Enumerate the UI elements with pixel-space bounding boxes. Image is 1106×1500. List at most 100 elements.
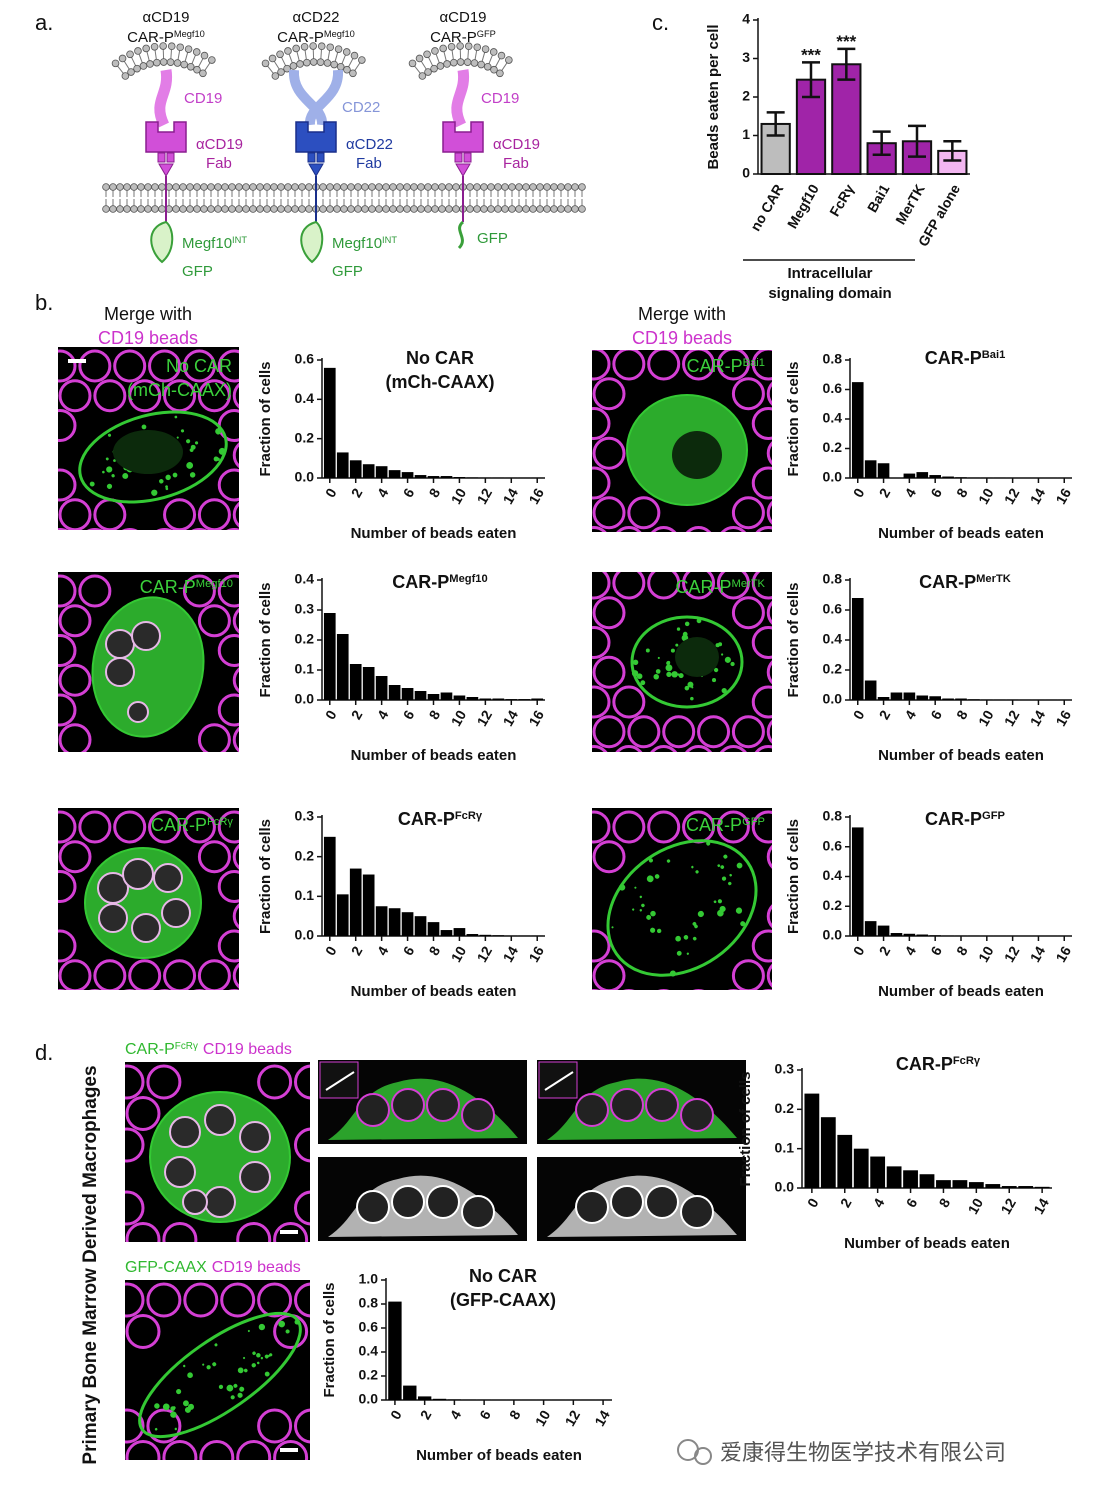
lipid-head xyxy=(410,205,418,213)
cell-texture xyxy=(243,1356,246,1360)
bead xyxy=(182,349,216,383)
cell-texture xyxy=(107,433,112,437)
bead xyxy=(650,745,678,752)
y-tick-label: 0.2 xyxy=(775,1100,795,1116)
bead xyxy=(612,685,646,719)
cell-texture xyxy=(186,439,191,444)
x-tick-label: 2 xyxy=(837,1195,855,1210)
y-tick-label: 0.6 xyxy=(359,1319,379,1335)
lipid-head xyxy=(158,183,166,191)
x-tick-label: 12 xyxy=(1001,485,1023,507)
lipid-head xyxy=(316,58,325,66)
lipid-head xyxy=(557,183,565,191)
x-tick-label: 8 xyxy=(935,1195,953,1210)
cell-texture xyxy=(106,466,113,473)
lipid-head xyxy=(319,183,327,191)
lipid-head xyxy=(438,205,446,213)
cell-texture xyxy=(226,1384,234,1392)
bead xyxy=(592,745,608,752)
bar xyxy=(336,634,349,700)
bead xyxy=(627,715,661,749)
eaten-bead xyxy=(182,1189,208,1215)
cell-texture xyxy=(666,671,672,678)
cell-texture xyxy=(162,1403,170,1411)
cell-texture xyxy=(172,472,178,478)
cell-texture xyxy=(691,686,694,689)
cell-texture xyxy=(285,1329,290,1334)
y-tick-label: 0.2 xyxy=(823,439,843,455)
bar xyxy=(375,676,388,700)
cell-texture xyxy=(671,671,678,678)
lipid-head xyxy=(368,205,376,213)
bead xyxy=(58,663,92,697)
lipid-head xyxy=(515,183,523,191)
bar xyxy=(903,1170,918,1188)
bar xyxy=(336,452,349,478)
lipid-head xyxy=(564,183,572,191)
text-part: CAR-P xyxy=(925,348,982,368)
cell-texture xyxy=(218,447,226,455)
bead xyxy=(58,409,77,442)
antigen-label: CD19 xyxy=(184,90,222,107)
cell-texture xyxy=(268,1354,271,1357)
lipid-head xyxy=(481,45,490,53)
superscript: FcRγ xyxy=(175,1041,198,1052)
eaten-bead xyxy=(645,1088,679,1122)
bead xyxy=(93,959,127,990)
x-tick-label: 10 xyxy=(975,707,997,729)
fab xyxy=(145,121,187,153)
lipid-head xyxy=(543,205,551,213)
bar xyxy=(952,1180,968,1188)
cell-texture xyxy=(218,1384,224,1389)
bead xyxy=(125,1064,145,1100)
x-tick-label: 4 xyxy=(870,1195,888,1210)
lipid-head xyxy=(207,183,215,191)
bead xyxy=(232,442,239,469)
lipid-head xyxy=(424,205,432,213)
bar xyxy=(388,685,401,700)
bead xyxy=(685,745,713,752)
cell-texture xyxy=(670,648,675,653)
x-tick-label: 8 xyxy=(953,485,971,500)
lipid-head xyxy=(271,72,280,80)
cell-texture xyxy=(264,1354,269,1359)
cell-texture xyxy=(676,627,681,631)
bead xyxy=(647,810,681,844)
bead xyxy=(592,655,626,689)
x-tick-label: 4 xyxy=(901,485,919,500)
bead xyxy=(125,1314,161,1349)
lipid-head xyxy=(431,205,439,213)
y-axis-label: Fraction of cells xyxy=(737,1071,754,1186)
image-label: (mCh-CAAX) xyxy=(127,380,232,400)
y-tick-label: 0.0 xyxy=(823,927,843,943)
bead xyxy=(592,377,626,411)
lipid-head xyxy=(186,205,194,213)
x-tick-label: 10 xyxy=(965,1195,987,1217)
y-axis-label: Fraction of cells xyxy=(257,361,274,476)
nucleus xyxy=(675,637,719,677)
x-tick-label: 0 xyxy=(850,485,868,500)
lipid-head xyxy=(291,183,299,191)
chart-title: CAR-PFcRγ xyxy=(896,1054,981,1074)
lipid-head xyxy=(277,68,285,76)
fab-label: Fab xyxy=(356,155,382,172)
lipid-head xyxy=(298,205,306,213)
x-tick-label: 8 xyxy=(953,943,971,958)
bead xyxy=(727,989,740,990)
bead xyxy=(78,810,112,844)
bead xyxy=(766,719,772,744)
bead xyxy=(623,989,635,990)
lipid-head xyxy=(158,205,166,213)
lipid-head xyxy=(571,183,579,191)
panel-label: c. xyxy=(652,10,669,35)
cell-texture xyxy=(618,884,626,891)
eaten-bead xyxy=(105,657,135,687)
x-tick-label: 6 xyxy=(400,943,418,958)
bead xyxy=(58,693,77,727)
y-axis-label: Fraction of cells xyxy=(785,582,802,697)
lipid-head xyxy=(172,183,180,191)
bar xyxy=(1034,1186,1050,1188)
cell-texture xyxy=(141,424,147,430)
bead xyxy=(232,382,239,409)
image-background xyxy=(125,1280,310,1460)
